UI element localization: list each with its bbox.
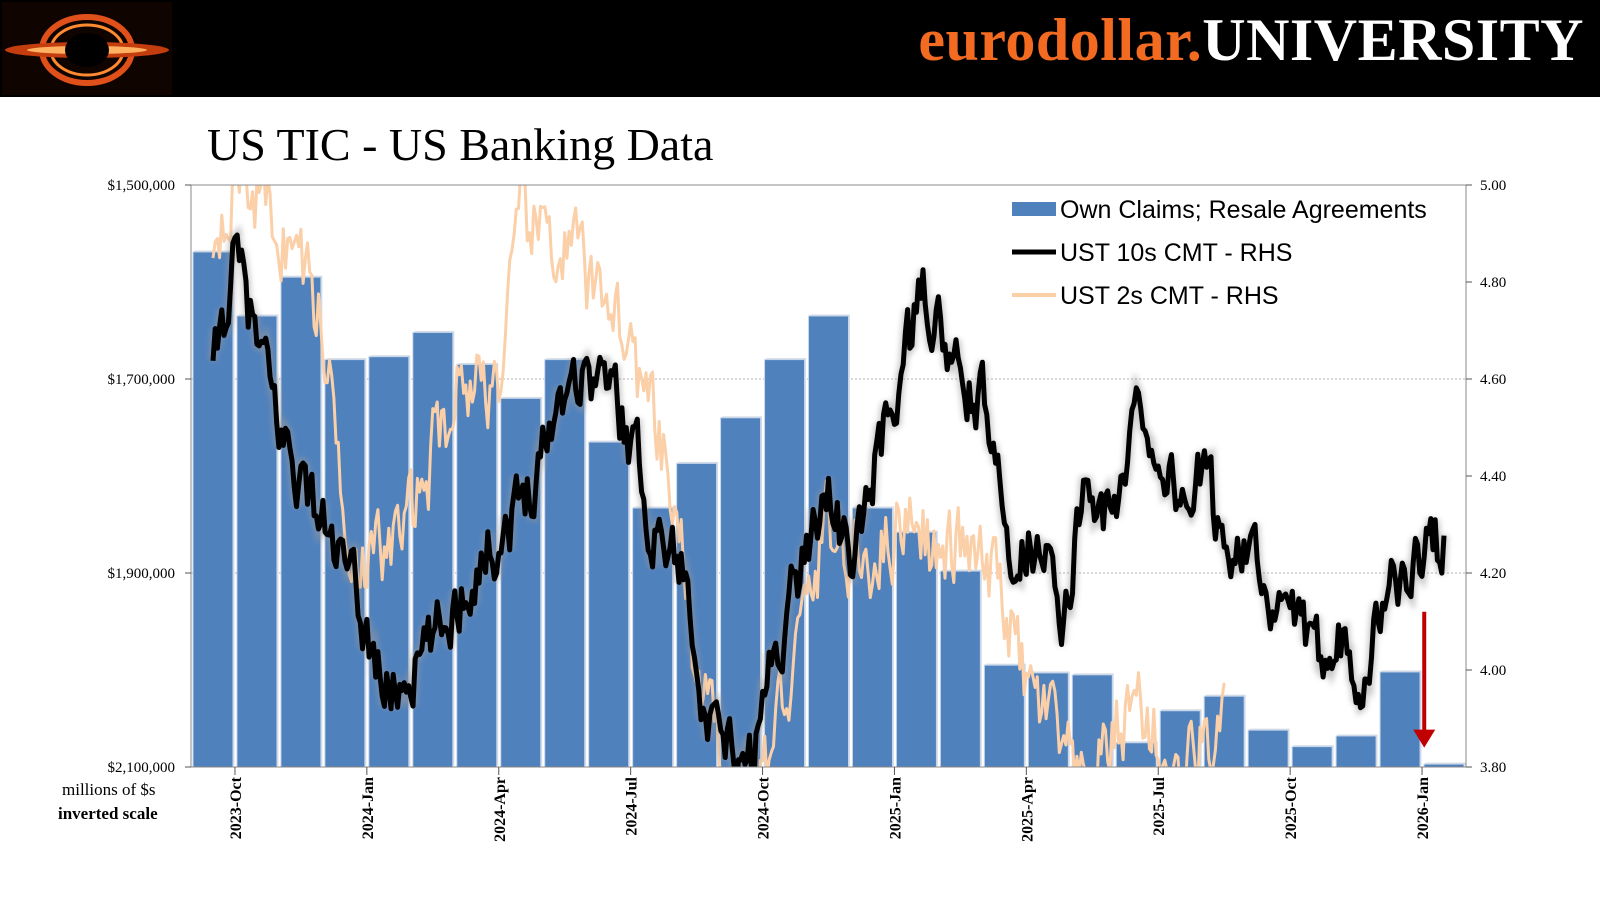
bar <box>412 331 454 768</box>
right-axis-tick-label: 3.80 <box>1480 760 1506 776</box>
left-axis-tick-label: $1,700,000 <box>108 372 176 388</box>
right-axis-tick-label: 4.40 <box>1480 469 1506 485</box>
right-axis-tick-label: 4.20 <box>1480 566 1506 582</box>
ust-10s-line <box>210 232 1447 767</box>
bar <box>1203 695 1245 768</box>
brand-wordmark: eurodollar.UNIVERSITY <box>918 6 1584 75</box>
legend-label: Own Claims; Resale Agreements <box>1060 196 1427 224</box>
right-axis-tick-label: 4.60 <box>1480 372 1506 388</box>
x-axis-tick-label: 2023-Oct <box>228 776 245 839</box>
down-arrow-head <box>1413 729 1436 748</box>
right-axis-tick-label: 4.80 <box>1480 275 1506 291</box>
brand-part-eurodollar: eurodollar. <box>918 7 1203 73</box>
chart-title: US TIC - US Banking Data <box>207 119 714 170</box>
header-banner: eurodollar.UNIVERSITY <box>0 0 1600 97</box>
left-axis-inverted-note: inverted scale <box>58 804 158 823</box>
x-axis-tick-label: 2024-Oct <box>756 776 773 839</box>
x-axis-tick-label: 2024-Jan <box>360 777 377 839</box>
bar <box>1335 735 1377 768</box>
bar <box>588 441 630 768</box>
bar <box>1379 671 1421 768</box>
bar <box>983 664 1025 768</box>
right-axis-tick-label: 5.00 <box>1480 178 1506 194</box>
bar <box>1247 729 1289 768</box>
bar <box>1291 746 1333 768</box>
left-axis-tick-label: $1,500,000 <box>108 178 176 194</box>
legend-label: UST 2s CMT - RHS <box>1060 282 1279 310</box>
bar <box>720 417 762 768</box>
left-axis-tick-label: $2,100,000 <box>108 760 176 776</box>
brand-part-university: UNIVERSITY <box>1202 7 1584 73</box>
x-axis-tick-label: 2025-Oct <box>1283 776 1300 839</box>
x-axis-tick-label: 2024-Apr <box>492 777 509 842</box>
left-axis-unit-label: millions of $s <box>62 780 156 799</box>
legend-swatch-bar <box>1012 202 1056 216</box>
black-hole-logo-icon <box>2 2 172 95</box>
x-axis-tick-label: 2025-Jul <box>1151 776 1168 835</box>
bar <box>939 570 981 768</box>
x-axis-tick-label: 2025-Apr <box>1019 777 1036 842</box>
ust-2s-line <box>211 185 1226 767</box>
x-axis-tick-label: 2024-Jul <box>624 776 641 835</box>
left-axis-tick-label: $1,900,000 <box>108 566 176 582</box>
x-axis-tick-label: 2026-Jan <box>1415 777 1432 839</box>
legend-label: UST 10s CMT - RHS <box>1060 239 1292 267</box>
x-axis-tick-label: 2025-Jan <box>887 777 904 839</box>
right-axis-tick-label: 4.00 <box>1480 663 1506 679</box>
